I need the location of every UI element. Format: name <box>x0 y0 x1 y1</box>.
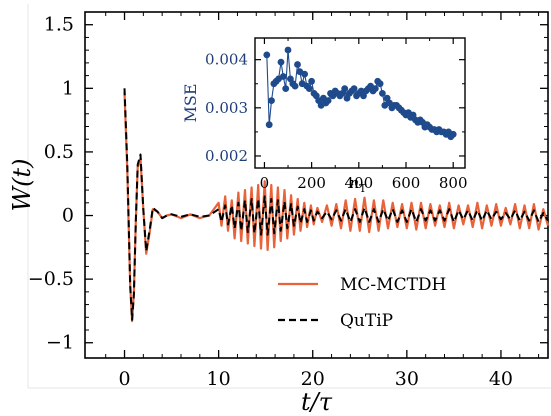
x-tick-label: 0 <box>118 368 130 390</box>
inset-y-tick-label: 0.003 <box>205 99 248 117</box>
inset-y-axis-label: MSE <box>181 83 200 122</box>
y-tick-label: 0.5 <box>44 141 74 163</box>
x-tick-label: 20 <box>301 368 325 390</box>
inset-y-tick-label: 0.004 <box>205 51 248 69</box>
x-tick-label: 30 <box>395 368 419 390</box>
legend-label: MC-MCTDH <box>340 275 446 295</box>
inset-x-tick-label: 800 <box>439 174 468 192</box>
inset-data-point <box>263 51 271 59</box>
y-tick-label: 0 <box>62 205 74 227</box>
x-tick-label: 10 <box>207 368 231 390</box>
inset-frame <box>254 37 466 169</box>
y-tick-label: −0.5 <box>28 268 74 290</box>
y-axis-label: W(t) <box>8 158 36 211</box>
inset-data-point <box>294 61 301 68</box>
legend-label: QuTiP <box>340 311 393 331</box>
inset-data-point <box>284 46 292 54</box>
inset-data-point <box>305 85 313 92</box>
y-tick-label: 1 <box>62 77 74 99</box>
inset-data-point <box>371 85 379 92</box>
series-line-qutip <box>123 88 549 321</box>
inset-x-tick-label: 600 <box>392 174 421 192</box>
inset-x-axis-label: nT <box>349 174 367 195</box>
inset-x-tick-label: 0 <box>260 174 270 192</box>
x-tick-label: 40 <box>489 368 513 390</box>
inset-data-point <box>308 77 315 85</box>
inset-data-point <box>279 73 287 80</box>
inset-data-point <box>376 80 384 88</box>
y-tick-label: −1 <box>46 332 74 354</box>
inset-x-tick-label: 200 <box>297 174 326 192</box>
y-tick-label: 1.5 <box>44 14 74 36</box>
inset-data-point <box>277 58 285 66</box>
inset-data-point <box>265 121 273 129</box>
inset-data-point <box>324 97 332 104</box>
inset-data-point <box>379 90 386 97</box>
inset-data-point <box>341 85 349 92</box>
inset-data-point <box>291 82 299 90</box>
main-plot-frame <box>84 11 549 359</box>
inset-data-point <box>301 70 308 78</box>
inset-data-point <box>350 85 358 92</box>
x-axis-label: t/τ <box>301 388 333 416</box>
inset-data-point <box>449 130 457 138</box>
inset-data-point <box>268 97 275 104</box>
inset-y-tick-label: 0.002 <box>205 147 248 165</box>
inset-data-point <box>282 85 290 92</box>
inset-x-tick-label: 400 <box>344 174 373 192</box>
